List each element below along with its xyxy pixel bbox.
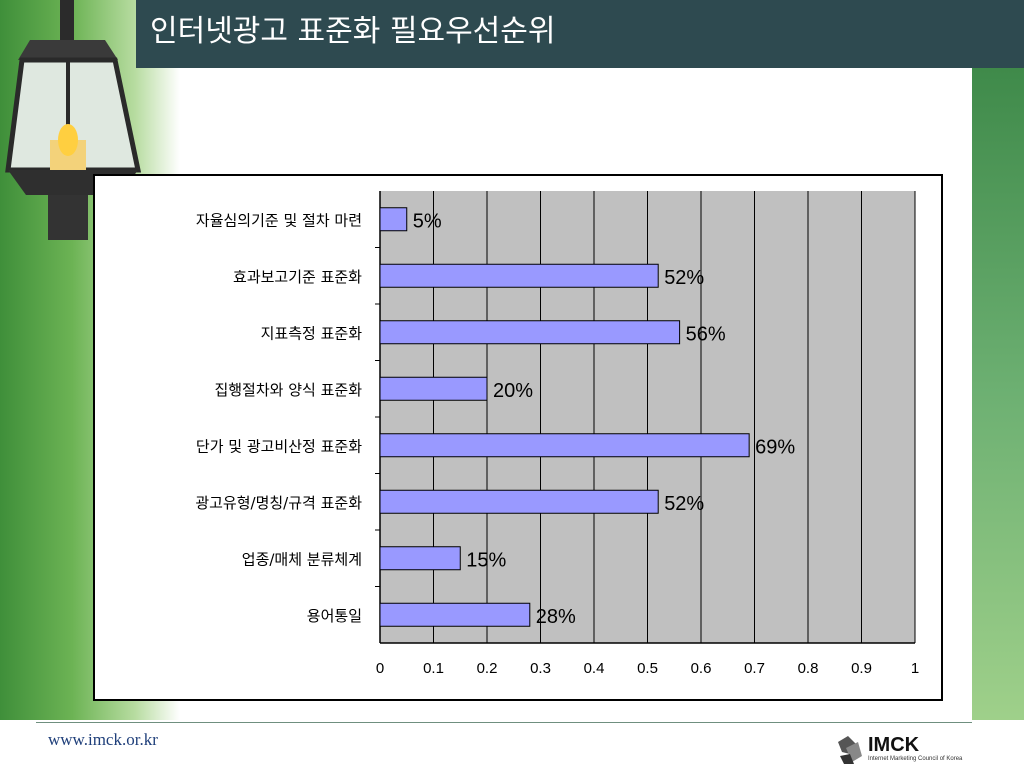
x-tick-label: 0.7 bbox=[744, 660, 765, 677]
logo-subtitle: Internet Marketing Council of Korea bbox=[868, 756, 963, 762]
data-label: 5% bbox=[413, 210, 442, 232]
category-label: 집행절차와 양식 표준화 bbox=[214, 381, 362, 399]
data-label: 20% bbox=[493, 380, 533, 402]
bar-chart: 0 0.1 0.2 0.3 0.4 0.5 0.6 0.7 0.8 0.9 1 자율심의기준 및 절차… bbox=[195, 191, 919, 677]
data-label: 69% bbox=[755, 436, 795, 458]
right-decor-band bbox=[972, 68, 1024, 720]
bar bbox=[379, 602, 531, 627]
imck-logo-icon bbox=[838, 736, 862, 764]
category-label: 광고유형/명칭/규격 표준화 bbox=[195, 494, 362, 512]
bar bbox=[379, 207, 408, 232]
x-tick-label: 0.8 bbox=[798, 660, 819, 677]
data-label: 28% bbox=[536, 606, 576, 628]
bar bbox=[379, 489, 659, 514]
x-tick-label: 0.5 bbox=[637, 660, 658, 677]
x-tick-label: 0 bbox=[376, 660, 384, 677]
category-label: 업종/매체 분류체계 bbox=[242, 550, 362, 568]
page-title: 인터넷광고 표준화 필요우선순위 bbox=[150, 14, 556, 49]
x-tick-label: 0.2 bbox=[477, 660, 498, 677]
x-tick-label: 0.3 bbox=[530, 660, 551, 677]
footer-divider bbox=[36, 722, 972, 723]
chart-frame: 0 0.1 0.2 0.3 0.4 0.5 0.6 0.7 0.8 0.9 1 자율심의기준 및 절차… bbox=[93, 174, 943, 701]
x-tick-label: 0.9 bbox=[851, 660, 872, 677]
lantern-icon bbox=[5, 0, 142, 240]
category-label: 효과보고기준 표준화 bbox=[233, 268, 362, 286]
category-label: 지표측정 표준화 bbox=[261, 324, 363, 342]
x-tick-label: 0.6 bbox=[691, 660, 712, 677]
footer-url[interactable]: www.imck.or.kr bbox=[48, 730, 158, 749]
category-label: 용어통일 bbox=[307, 607, 362, 625]
data-label: 52% bbox=[664, 493, 704, 515]
title-bar bbox=[136, 0, 1024, 68]
bar bbox=[379, 546, 461, 571]
data-label: 56% bbox=[686, 323, 726, 345]
logo-text: IMCK bbox=[868, 734, 920, 756]
bar bbox=[379, 263, 659, 288]
x-tick-label: 0.1 bbox=[423, 660, 444, 677]
data-label: 52% bbox=[664, 267, 704, 289]
category-label: 단가 및 광고비산정 표준화 bbox=[196, 437, 362, 455]
bar bbox=[379, 320, 681, 345]
bar bbox=[379, 376, 488, 401]
category-label: 자율심의기준 및 절차 마련 bbox=[196, 211, 362, 229]
x-tick-label: 1 bbox=[911, 660, 919, 677]
x-tick-label: 0.4 bbox=[584, 660, 605, 677]
bar bbox=[379, 433, 750, 458]
data-label: 15% bbox=[466, 549, 506, 571]
